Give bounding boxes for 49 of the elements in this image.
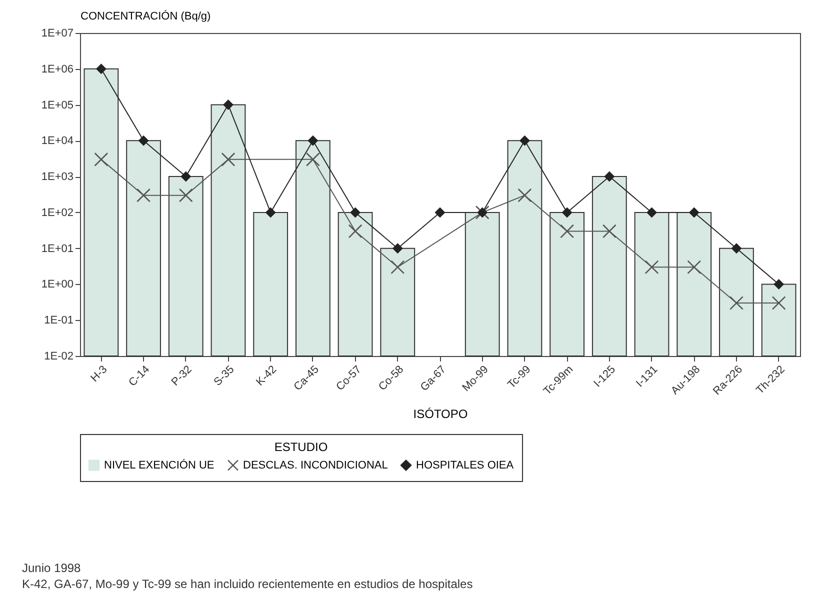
point bbox=[562, 207, 572, 218]
point bbox=[94, 152, 108, 166]
point bbox=[560, 224, 574, 238]
text: Junio 1998 bbox=[22, 560, 82, 576]
point bbox=[602, 224, 616, 238]
point bbox=[348, 224, 362, 238]
point bbox=[518, 188, 532, 202]
y-tick-label: 1E+03 bbox=[41, 171, 74, 184]
y-tick-label: 1E+01 bbox=[41, 242, 74, 255]
y-axis-title: CONCENTRACIÓN (Bq/g) bbox=[80, 10, 211, 22]
point bbox=[604, 171, 615, 182]
point bbox=[308, 135, 318, 146]
point bbox=[221, 152, 236, 166]
point bbox=[265, 207, 276, 218]
point bbox=[136, 188, 151, 202]
legend-title: ESTUDIO bbox=[274, 440, 328, 454]
y-tick-label: 1E+06 bbox=[41, 63, 74, 76]
legend-label: HOSPITALES OIEA bbox=[416, 459, 514, 472]
y-tick-label: 1E+07 bbox=[41, 28, 74, 40]
point bbox=[350, 207, 361, 218]
y-tick-label: 1E+02 bbox=[41, 206, 74, 219]
point bbox=[306, 152, 320, 166]
text: K-42, GA-67, Mo-99 y Tc-99 se han incluido recientemente en estudios de hospitales bbox=[22, 576, 473, 592]
point bbox=[434, 207, 446, 218]
point bbox=[519, 135, 530, 146]
y-tick-label: 1E+00 bbox=[41, 278, 74, 291]
y-tick-label: 1E+04 bbox=[41, 135, 74, 148]
point bbox=[138, 135, 149, 146]
x-axis-title: ISÓTOPO bbox=[413, 406, 468, 421]
point bbox=[180, 171, 192, 182]
legend-label: NIVEL EXENCIÓN UE bbox=[104, 458, 214, 472]
x-tick-label: H-3 bbox=[88, 364, 110, 385]
point bbox=[392, 243, 403, 254]
point bbox=[731, 243, 742, 254]
point bbox=[774, 278, 784, 290]
point bbox=[688, 207, 700, 218]
legend-label: DESCLAS. INCONDICIONAL bbox=[243, 459, 388, 472]
point bbox=[390, 260, 405, 274]
point bbox=[178, 188, 193, 202]
point bbox=[729, 296, 744, 310]
point bbox=[772, 296, 786, 310]
point bbox=[646, 207, 658, 218]
point bbox=[96, 64, 106, 74]
y-tick-label: 1E+05 bbox=[41, 99, 74, 112]
point bbox=[644, 260, 659, 274]
point bbox=[222, 100, 234, 110]
point bbox=[687, 260, 702, 274]
y-tick-label: 1E-02 bbox=[44, 350, 74, 362]
y-tick-label: 1E-01 bbox=[44, 314, 74, 327]
